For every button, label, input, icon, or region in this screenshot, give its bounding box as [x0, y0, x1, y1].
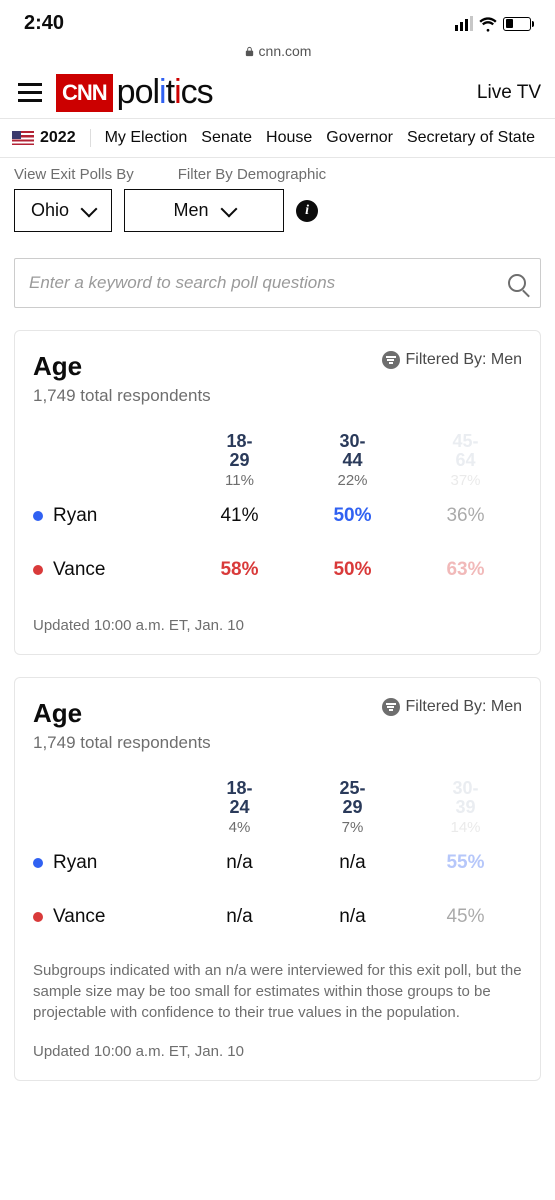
- column-header: 25-29 7%: [296, 779, 409, 836]
- cell-value: n/a: [296, 852, 409, 874]
- main-header: CNN politics Live TV: [0, 67, 555, 119]
- filtered-by: Filtered By: Men: [382, 351, 522, 369]
- candidate-name: Ryan: [33, 852, 183, 874]
- subnav-senate[interactable]: Senate: [201, 129, 252, 147]
- filter-label-state: View Exit Polls By: [14, 166, 134, 183]
- card-title: Age: [33, 351, 211, 382]
- candidate-row: Vance n/an/a45%: [33, 890, 522, 944]
- cell-value: 50%: [296, 505, 409, 527]
- cell-value: 36%: [409, 505, 522, 527]
- candidate-name: Vance: [33, 906, 183, 928]
- card-respondents: 1,749 total respondents: [33, 386, 211, 406]
- column-header: 18-24 4%: [183, 779, 296, 836]
- candidate-name: Ryan: [33, 505, 183, 527]
- subnav-sos[interactable]: Secretary of State: [407, 129, 535, 147]
- state-dropdown[interactable]: Ohio: [14, 189, 112, 232]
- state-value: Ohio: [31, 200, 69, 221]
- filters: View Exit Polls By Filter By Demographic…: [0, 158, 555, 244]
- cell-value: 45%: [409, 906, 522, 928]
- cell-value: 63%: [409, 559, 522, 581]
- search-icon: [508, 274, 526, 292]
- candidate-name: Vance: [33, 559, 183, 581]
- logo[interactable]: CNN politics: [56, 73, 213, 112]
- cell-value: n/a: [183, 852, 296, 874]
- status-bar: 2:40: [0, 0, 555, 39]
- updated-text: Updated 10:00 a.m. ET, Jan. 10: [33, 617, 522, 634]
- section-label: politics: [117, 73, 213, 112]
- card-respondents: 1,749 total respondents: [33, 733, 211, 753]
- clock: 2:40: [24, 12, 64, 35]
- filter-icon: [382, 698, 400, 716]
- candidate-row: Ryan n/an/a55%: [33, 836, 522, 890]
- cnn-logo: CNN: [56, 74, 113, 112]
- cell-value: 55%: [409, 852, 522, 874]
- battery-icon: [503, 17, 531, 31]
- filtered-by-text: Filtered By: Men: [406, 351, 522, 369]
- chevron-down-icon: [81, 200, 98, 217]
- cell-value: 41%: [183, 505, 296, 527]
- candidate-row: Ryan 41%50%36%: [33, 489, 522, 543]
- party-dot: [33, 565, 43, 575]
- live-tv-link[interactable]: Live TV: [477, 82, 541, 104]
- subnav: 2022 My Election Senate House Governor S…: [0, 119, 555, 158]
- column-header: 30-44 22%: [296, 432, 409, 489]
- demo-value: Men: [174, 200, 209, 221]
- flag-icon: [12, 131, 34, 145]
- info-icon[interactable]: i: [296, 200, 318, 222]
- column-header: 18-29 11%: [183, 432, 296, 489]
- filter-icon: [382, 351, 400, 369]
- url-text: cnn.com: [259, 43, 312, 59]
- url-bar[interactable]: cnn.com: [0, 39, 555, 67]
- filter-label-demo: Filter By Demographic: [178, 166, 326, 183]
- menu-button[interactable]: [14, 79, 46, 106]
- cell-value: 50%: [296, 559, 409, 581]
- filtered-by-text: Filtered By: Men: [406, 698, 522, 716]
- party-dot: [33, 511, 43, 521]
- subnav-house[interactable]: House: [266, 129, 312, 147]
- subnav-my-election[interactable]: My Election: [105, 129, 188, 147]
- card-title: Age: [33, 698, 211, 729]
- cell-value: n/a: [183, 906, 296, 928]
- poll-card: Age 1,749 total respondents Filtered By:…: [14, 330, 541, 655]
- demo-dropdown[interactable]: Men: [124, 189, 284, 232]
- cell-value: 58%: [183, 559, 296, 581]
- column-header: 45-64 37%: [409, 432, 522, 489]
- updated-text: Updated 10:00 a.m. ET, Jan. 10: [33, 1043, 522, 1060]
- chevron-down-icon: [220, 200, 237, 217]
- signal-icon: [455, 16, 473, 31]
- lock-icon: [244, 46, 255, 57]
- poll-card: Age 1,749 total respondents Filtered By:…: [14, 677, 541, 1081]
- candidate-row: Vance 58%50%63%: [33, 543, 522, 597]
- footnote: Subgroups indicated with an n/a were int…: [33, 960, 522, 1023]
- party-dot: [33, 912, 43, 922]
- search-input[interactable]: [29, 273, 508, 293]
- year-text: 2022: [40, 129, 76, 147]
- search-box[interactable]: [14, 258, 541, 308]
- wifi-icon: [479, 15, 497, 33]
- filtered-by: Filtered By: Men: [382, 698, 522, 716]
- year-badge[interactable]: 2022: [12, 129, 91, 147]
- cell-value: n/a: [296, 906, 409, 928]
- status-icons: [455, 15, 531, 33]
- party-dot: [33, 858, 43, 868]
- subnav-governor[interactable]: Governor: [326, 129, 393, 147]
- column-header: 30-39 14%: [409, 779, 522, 836]
